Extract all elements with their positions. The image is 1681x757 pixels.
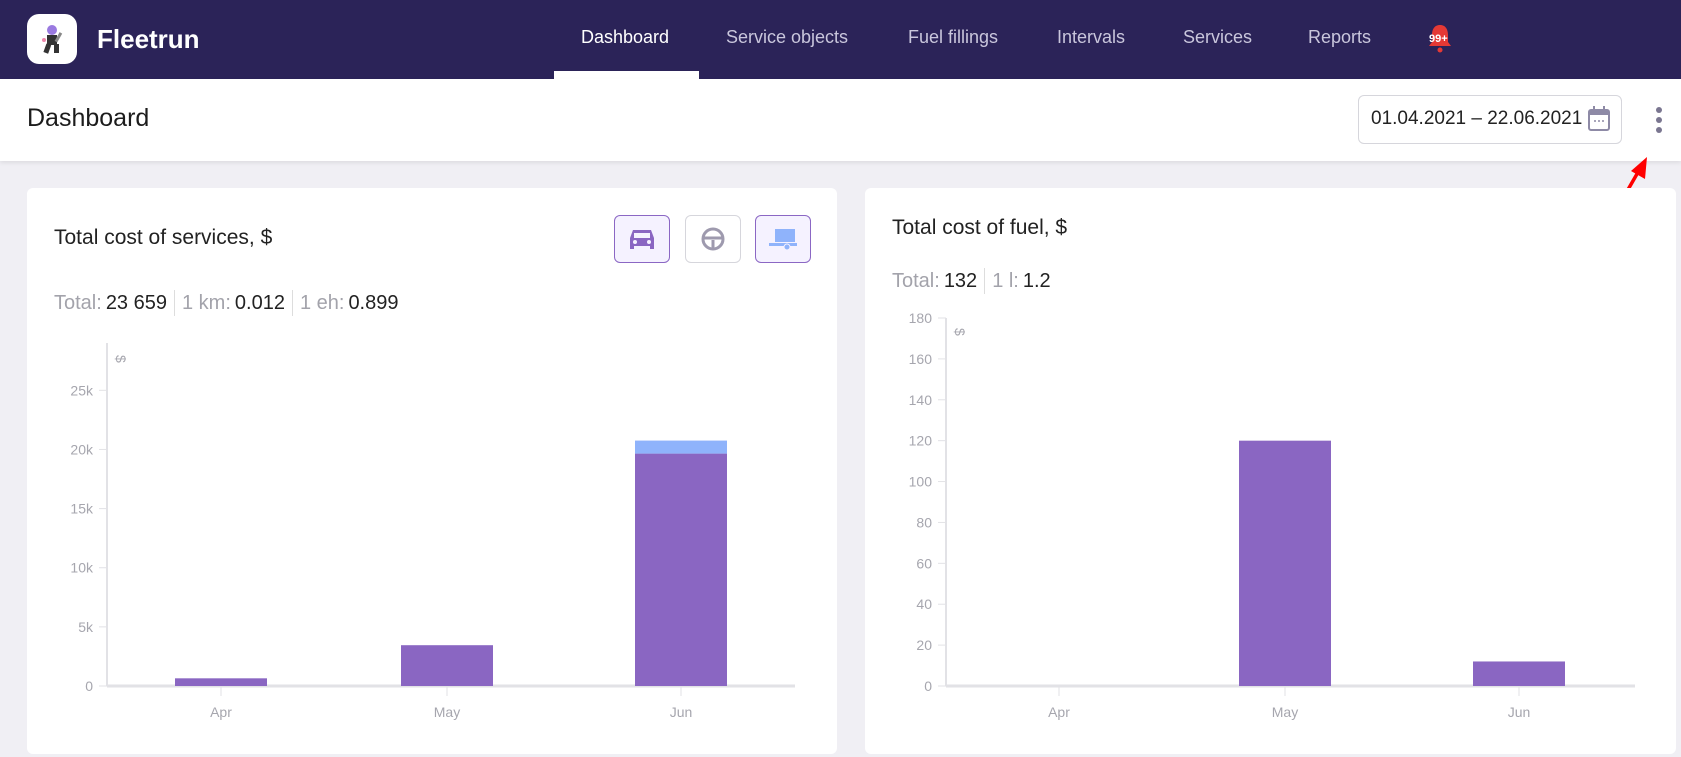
steering-wheel-icon (701, 227, 725, 251)
services-stats: Total: 23 659 1 km: 0.012 1 eh: 0.899 (54, 290, 399, 316)
top-nav: Fleetrun Dashboard Service objects Fuel … (0, 0, 1681, 79)
notification-count: 99+ (1429, 33, 1448, 45)
date-range-picker[interactable]: 01.04.2021 – 22.06.2021 (1358, 95, 1622, 144)
stat-total-value: 132 (943, 269, 978, 292)
stat-total-value: 23 659 (105, 291, 167, 314)
stat-label: Total: (892, 269, 940, 292)
stat-per-liter-value: 1.2 (1022, 269, 1051, 292)
notifications-button[interactable]: 99+ (1425, 22, 1455, 59)
tab-reports[interactable]: Reports (1308, 27, 1372, 47)
page-header (0, 79, 1681, 161)
filter-trailers-button[interactable] (755, 215, 811, 263)
mechanic-logo-icon (42, 25, 63, 54)
calendar-icon (1588, 106, 1610, 131)
services-cost-card (27, 188, 837, 754)
services-card-title: Total cost of services, $ (54, 226, 273, 249)
stat-label: 1 eh: (299, 291, 345, 314)
filter-vehicles-button[interactable] (614, 215, 670, 263)
date-range-value: 01.04.2021 – 22.06.2021 (1371, 108, 1583, 129)
tab-intervals[interactable]: Intervals (1057, 27, 1126, 47)
filter-drivers-button[interactable] (685, 215, 741, 263)
tab-services[interactable]: Services (1183, 27, 1253, 47)
stat-label: 1 km: (181, 291, 231, 314)
app-name: Fleetrun (97, 24, 200, 54)
fuel-stats: Total: 132 1 l: 1.2 (892, 268, 1051, 294)
stat-label: 1 l: (992, 269, 1019, 292)
tab-fuel-fillings[interactable]: Fuel fillings (908, 27, 999, 47)
trailer-icon (769, 229, 797, 251)
fuel-card-title: Total cost of fuel, $ (892, 216, 1068, 239)
car-icon (630, 230, 654, 249)
app-logo[interactable] (27, 14, 77, 64)
page-title: Dashboard (27, 104, 150, 132)
tab-dashboard[interactable]: Dashboard (581, 27, 670, 47)
active-tab-indicator (554, 71, 699, 79)
stat-per-eh-value: 0.899 (348, 291, 399, 314)
more-options-button[interactable] (1656, 107, 1664, 137)
tab-service-objects[interactable]: Service objects (726, 27, 849, 47)
bell-icon (1429, 25, 1451, 53)
stat-per-km-value: 0.012 (234, 291, 285, 314)
stat-label: Total: (54, 291, 102, 314)
